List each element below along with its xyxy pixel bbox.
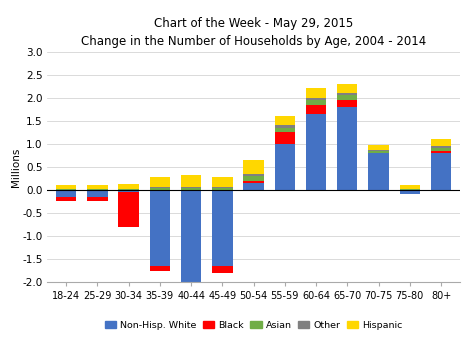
- Bar: [368, 150, 389, 151]
- Bar: [274, 132, 295, 144]
- Bar: [337, 107, 357, 190]
- Bar: [337, 84, 357, 93]
- Bar: [150, 190, 170, 266]
- Bar: [118, 189, 139, 190]
- Bar: [368, 151, 389, 153]
- Bar: [274, 144, 295, 190]
- Bar: [150, 187, 170, 190]
- Bar: [368, 153, 389, 190]
- Bar: [212, 190, 233, 266]
- Bar: [306, 114, 326, 190]
- Bar: [431, 146, 451, 148]
- Bar: [306, 98, 326, 100]
- Bar: [337, 93, 357, 95]
- Bar: [118, 192, 139, 227]
- Bar: [306, 105, 326, 114]
- Bar: [212, 187, 233, 190]
- Bar: [274, 125, 295, 128]
- Bar: [150, 266, 170, 270]
- Bar: [56, 197, 76, 201]
- Bar: [87, 197, 108, 201]
- Bar: [150, 178, 170, 187]
- Bar: [244, 160, 264, 174]
- Legend: Non-Hisp. White, Black, Asian, Other, Hispanic: Non-Hisp. White, Black, Asian, Other, Hi…: [101, 317, 406, 333]
- Bar: [274, 128, 295, 132]
- Bar: [306, 100, 326, 105]
- Bar: [56, 189, 76, 190]
- Bar: [431, 153, 451, 190]
- Bar: [337, 100, 357, 107]
- Bar: [87, 185, 108, 189]
- Bar: [181, 187, 201, 190]
- Bar: [87, 190, 108, 197]
- Bar: [56, 190, 76, 197]
- Y-axis label: Millions: Millions: [11, 147, 21, 186]
- Bar: [431, 151, 451, 153]
- Bar: [274, 116, 295, 125]
- Bar: [181, 190, 201, 282]
- Bar: [181, 175, 201, 187]
- Bar: [181, 282, 201, 289]
- Bar: [244, 174, 264, 176]
- Bar: [400, 189, 420, 190]
- Bar: [400, 185, 420, 189]
- Bar: [400, 190, 420, 194]
- Bar: [212, 178, 233, 187]
- Bar: [244, 183, 264, 190]
- Bar: [87, 189, 108, 190]
- Bar: [212, 266, 233, 273]
- Bar: [244, 181, 264, 183]
- Bar: [118, 184, 139, 189]
- Bar: [118, 190, 139, 192]
- Bar: [431, 139, 451, 146]
- Bar: [244, 176, 264, 181]
- Title: Chart of the Week - May 29, 2015
Change in the Number of Households by Age, 2004: Chart of the Week - May 29, 2015 Change …: [81, 17, 426, 48]
- Bar: [56, 185, 76, 189]
- Bar: [306, 88, 326, 98]
- Bar: [431, 148, 451, 151]
- Bar: [368, 145, 389, 150]
- Bar: [337, 95, 357, 100]
